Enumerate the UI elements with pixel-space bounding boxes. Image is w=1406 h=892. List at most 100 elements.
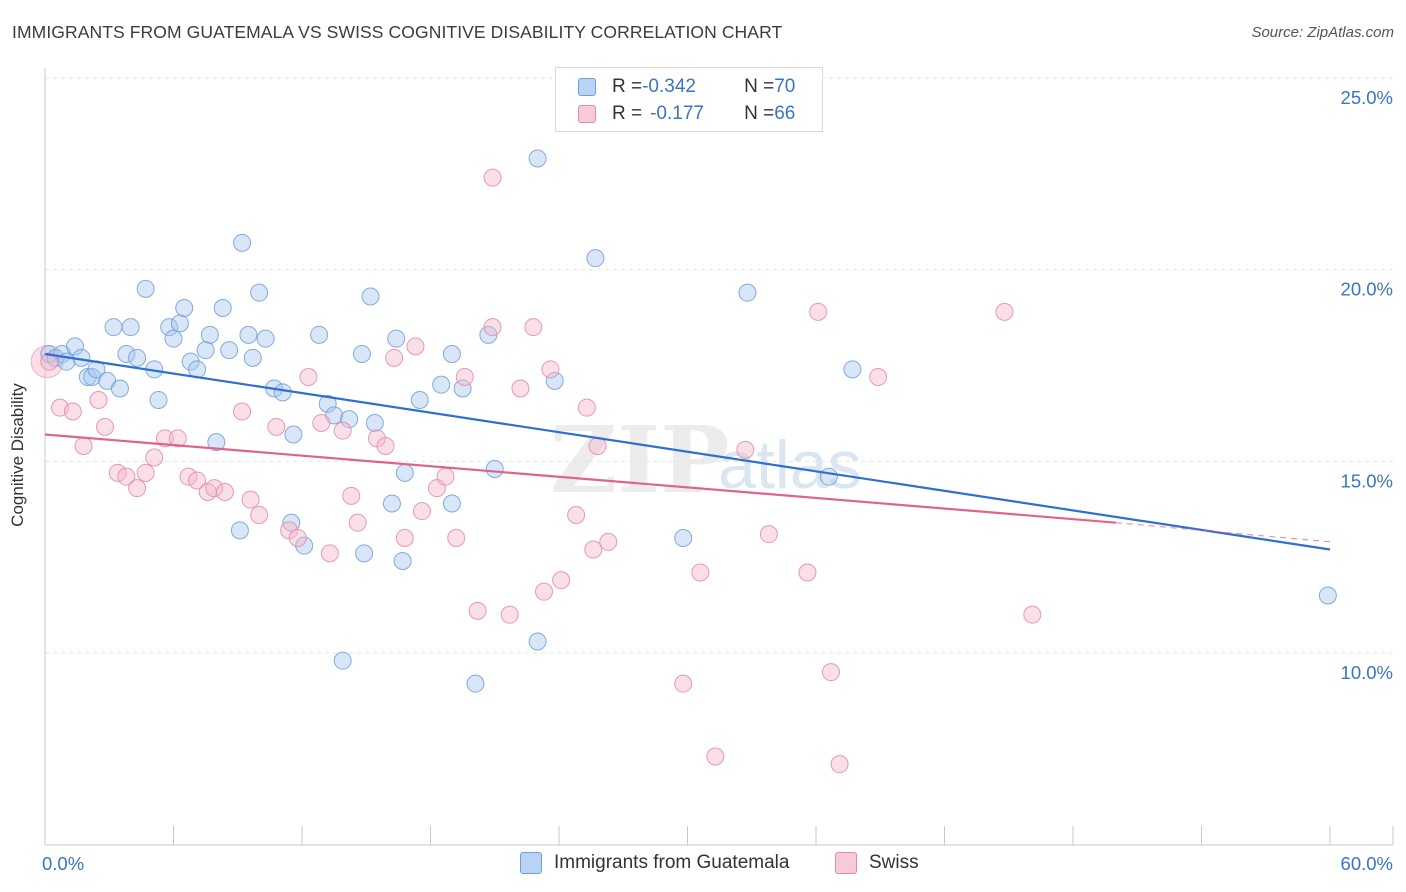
guatemala-trend-line: [44, 352, 1331, 551]
swiss-point: [511, 379, 530, 398]
guatemala-point: [213, 299, 232, 317]
swiss-point: [215, 483, 234, 501]
guatemala-point: [243, 348, 262, 367]
y-tick-label: 20.0%: [1341, 279, 1393, 300]
y-tick-label: 25.0%: [1341, 87, 1393, 108]
guatemala-point: [233, 233, 252, 252]
swiss-point: [483, 168, 502, 187]
swiss-point: [524, 318, 543, 337]
guatemala-point: [256, 329, 275, 348]
swiss-point: [117, 467, 136, 486]
swiss-point: [250, 506, 269, 524]
guatemala-point: [310, 325, 329, 344]
legend-swatch-pink: [578, 105, 596, 123]
swiss-point: [759, 525, 778, 544]
swiss-point: [577, 398, 596, 417]
swiss-point: [108, 463, 127, 482]
guatemala-point: [466, 674, 485, 693]
swiss-point: [736, 440, 755, 459]
swiss-point: [136, 463, 155, 482]
swiss-point: [500, 605, 519, 624]
guatemala-point: [361, 287, 380, 306]
guatemala-point: [117, 345, 136, 363]
guatemala-point: [181, 352, 200, 371]
swiss-point: [267, 417, 286, 436]
guatemala-point: [410, 391, 429, 409]
guatemala-point: [333, 651, 352, 670]
swiss-point: [541, 360, 560, 379]
swiss-point: [706, 747, 725, 766]
guatemala-point: [528, 632, 547, 651]
swiss-point: [40, 352, 59, 371]
swiss-point: [333, 421, 352, 440]
correlation-legend: R = -0.342 N = 70 R = -0.177 N = 66: [555, 67, 823, 132]
legend-r-value: -0.177: [650, 103, 704, 124]
x-tick-label: 60.0%: [1341, 853, 1393, 874]
guatemala-point: [149, 391, 168, 409]
swiss-point: [188, 471, 207, 490]
guatemala-point: [1318, 586, 1337, 605]
guatemala-point: [65, 337, 84, 356]
guatemala-point: [586, 249, 605, 268]
swiss-point: [179, 467, 198, 486]
swiss-point: [821, 663, 840, 682]
guatemala-point: [843, 360, 862, 379]
swiss-point: [995, 302, 1014, 321]
swiss-point: [599, 532, 618, 551]
guatemala-point: [164, 329, 183, 348]
guatemala-point: [284, 425, 303, 444]
swiss-point: [809, 302, 828, 321]
y-tick-label: 15.0%: [1341, 470, 1393, 491]
guatemala-point: [442, 494, 461, 513]
swiss-point: [95, 417, 114, 436]
swiss-point: [342, 486, 361, 505]
y-axis-label: Cognitive Disability: [8, 383, 27, 527]
swiss-point: [288, 529, 307, 547]
guatemala-point: [545, 371, 564, 390]
legend-swatch-blue: [578, 78, 596, 96]
swiss-point: [584, 540, 603, 559]
swiss-trend-line-extension: [1115, 522, 1331, 543]
guatemala-point: [200, 325, 219, 344]
guatemala-point: [121, 318, 140, 337]
swiss-point: [552, 571, 571, 590]
legend-n-label: N =: [744, 76, 775, 97]
guatemala-point: [230, 521, 249, 540]
guatemala-point: [273, 383, 292, 402]
swiss-point: [869, 368, 888, 386]
legend-row-swiss: R = -0.177 N = 66: [578, 103, 795, 125]
guatemala-point: [160, 318, 179, 337]
guatemala-point: [355, 544, 374, 563]
swiss-point: [299, 368, 318, 386]
swiss-point: [168, 429, 187, 448]
swiss-point: [145, 448, 164, 467]
swiss-point: [447, 529, 466, 547]
swiss-point: [155, 429, 174, 448]
guatemala-point: [387, 329, 406, 348]
swiss-point: [241, 490, 260, 509]
guatemala-point: [442, 345, 461, 363]
swiss-point: [348, 513, 367, 532]
swiss-point: [1023, 605, 1042, 624]
swiss-point: [376, 437, 395, 455]
swiss-point: [412, 502, 431, 521]
guatemala-point: [819, 467, 838, 486]
guatemala-point: [318, 394, 337, 413]
swiss-point: [483, 318, 502, 337]
swiss-point: [468, 601, 487, 620]
bottom-legend-label: Immigrants from Guatemala: [554, 852, 790, 873]
swiss-point: [74, 437, 93, 455]
guatemala-point: [196, 341, 215, 360]
swiss-point: [385, 348, 404, 367]
guatemala-point: [393, 552, 412, 570]
bottom-legend-swatch-pink: [835, 852, 857, 874]
swiss-point: [798, 563, 817, 582]
guatemala-point: [104, 318, 123, 337]
chart-title: IMMIGRANTS FROM GUATEMALA VS SWISS COGNI…: [12, 22, 783, 42]
guatemala-point: [239, 325, 258, 344]
guatemala-point: [282, 513, 301, 532]
guatemala-point: [295, 536, 314, 555]
swiss-point: [233, 402, 252, 421]
guatemala-point: [528, 149, 547, 168]
